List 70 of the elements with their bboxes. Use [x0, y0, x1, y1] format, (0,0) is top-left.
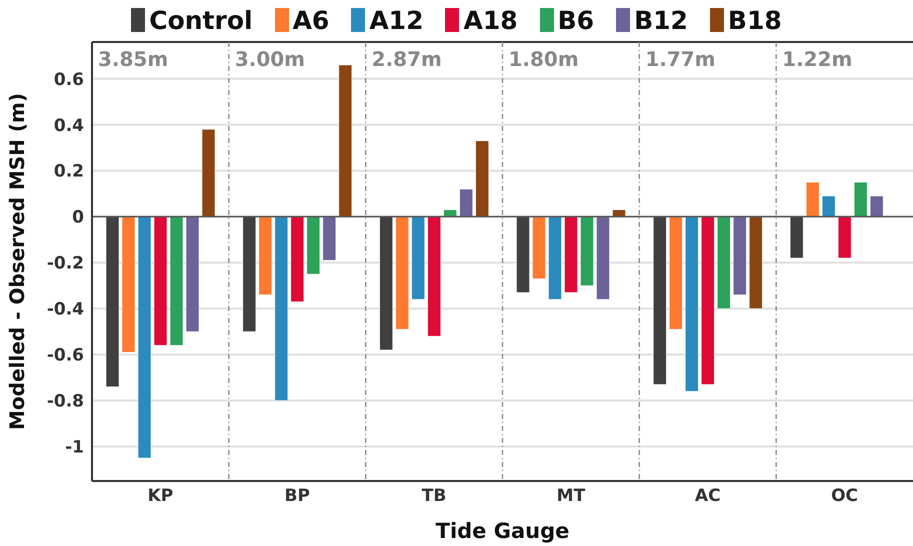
- annotation: 1.80m: [508, 47, 579, 71]
- x-tick-label: KP: [148, 486, 174, 506]
- bar: [411, 216, 425, 300]
- bar: [685, 216, 699, 392]
- bar: [669, 216, 683, 330]
- annotation: 1.22m: [782, 47, 852, 71]
- bar: [790, 216, 804, 258]
- annotation: 3.00m: [234, 47, 306, 71]
- bar: [306, 216, 320, 274]
- legend-label: Control: [149, 6, 253, 34]
- x-tick-label: BP: [284, 486, 310, 506]
- legend-label: A6: [292, 6, 330, 34]
- legend-label: A12: [369, 6, 424, 34]
- bar: [838, 216, 852, 258]
- bar: [459, 188, 473, 217]
- bar: [516, 216, 530, 293]
- bar: [202, 129, 216, 217]
- bar: [290, 216, 304, 302]
- bar: [749, 216, 763, 309]
- bar: [548, 216, 562, 300]
- bar: [701, 216, 715, 385]
- y-tick-label: -0.6: [46, 346, 84, 366]
- bar: [717, 216, 731, 309]
- bar: [138, 216, 152, 458]
- bar: [122, 216, 136, 353]
- x-axis-title: Tide Gauge: [436, 519, 570, 543]
- bar: [475, 140, 489, 217]
- annotation: 1.77m: [645, 47, 716, 71]
- bar: [427, 216, 441, 336]
- y-tick-label: -0.8: [46, 392, 84, 412]
- y-tick-label: -0.4: [46, 300, 84, 320]
- bar: [170, 216, 184, 346]
- bar: [242, 216, 256, 332]
- bar: [258, 216, 272, 296]
- bar: [612, 210, 626, 217]
- bar: [870, 196, 884, 217]
- bar: [564, 216, 578, 293]
- x-tick-label: AC: [694, 486, 721, 506]
- bar: [154, 216, 168, 346]
- y-tick-label: -1: [65, 438, 84, 458]
- y-tick-label: 0.4: [54, 116, 84, 136]
- bar: [596, 216, 610, 300]
- y-tick-label: -0.2: [46, 254, 84, 274]
- legend-label: B18: [728, 6, 782, 34]
- x-tick-label: MT: [556, 486, 586, 506]
- bar: [733, 216, 747, 296]
- bar: [580, 216, 594, 286]
- annotation: 2.87m: [372, 47, 442, 71]
- y-tick-label: 0: [72, 208, 84, 228]
- x-tick-label: TB: [422, 486, 446, 506]
- y-tick-label: 0.6: [54, 70, 84, 90]
- y-tick-label: 0.2: [54, 162, 84, 182]
- bar: [822, 196, 836, 217]
- bar: [806, 182, 820, 217]
- bar: [338, 64, 352, 217]
- bar: [379, 216, 393, 350]
- bar: [653, 216, 667, 385]
- y-axis-title: Modelled - Observed MSH (m): [5, 92, 29, 430]
- bar: [322, 216, 336, 261]
- bar: [854, 182, 868, 217]
- bar: [106, 216, 120, 388]
- bar: [274, 216, 288, 401]
- bar: [395, 216, 409, 330]
- legend-label: A18: [463, 6, 518, 34]
- x-tick-label: OC: [831, 486, 858, 506]
- bar: [532, 216, 546, 279]
- legend-label: B6: [558, 6, 594, 34]
- annotation: 3.85m: [98, 47, 168, 71]
- bar: [186, 216, 200, 332]
- legend-label: B12: [634, 6, 688, 34]
